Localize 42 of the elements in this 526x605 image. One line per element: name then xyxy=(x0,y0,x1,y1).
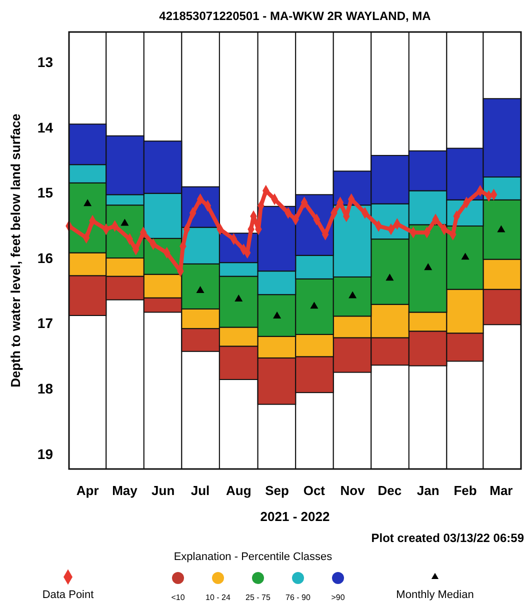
x-tick-label: Dec xyxy=(378,483,402,498)
point xyxy=(84,199,92,206)
x-tick-label: Oct xyxy=(303,483,326,498)
point xyxy=(461,252,470,260)
point xyxy=(273,312,282,318)
x-tick-label: Aug xyxy=(226,483,252,498)
point xyxy=(386,274,394,281)
point xyxy=(310,302,318,309)
point xyxy=(348,291,357,298)
point xyxy=(196,286,204,293)
x-tick-label: May xyxy=(112,483,138,498)
x-tick-label: Jan xyxy=(416,483,440,498)
y-tick-label: 18 xyxy=(37,380,54,397)
x-tick-label: Feb xyxy=(454,483,477,498)
x-tick-label: Jul xyxy=(190,483,210,498)
legend-title: Explanation - Percentile Classes xyxy=(174,551,333,563)
x-tick-label: Jun xyxy=(152,483,175,498)
y-tick-label: 13 xyxy=(37,54,54,70)
legend-label: 25 - 75 xyxy=(246,593,272,602)
chart-title: 421853071220501 - MA-WKW 2R WAYLAND, MA xyxy=(159,9,432,23)
y-tick-label: 17 xyxy=(37,315,54,332)
legend-label: >90 xyxy=(331,593,346,602)
y-tick-label: 19 xyxy=(37,446,54,462)
legend-label: <10 xyxy=(171,593,186,602)
y-tick-label: 15 xyxy=(37,184,54,201)
x-axis-title: 2021 - 2022 xyxy=(260,509,330,524)
text: Plot created 03/13/22 06:59 xyxy=(371,531,524,545)
y-tick-label: 16 xyxy=(37,250,54,266)
x-tick-label: Mar xyxy=(490,483,513,498)
legend-label: 10 - 24 xyxy=(206,593,232,602)
legend-label: 76 - 90 xyxy=(286,593,312,602)
x-tick-label: Nov xyxy=(340,483,366,498)
point xyxy=(497,225,506,232)
legend-label: Monthly Median xyxy=(396,589,474,601)
y-axis-title: Depth to water level, feet below land surface xyxy=(8,114,23,388)
point xyxy=(234,294,243,302)
x-tick-label: Apr xyxy=(76,483,99,498)
x-tick-label: Sep xyxy=(265,483,290,498)
legend-label: Data Point xyxy=(42,589,94,601)
point xyxy=(424,263,432,270)
point xyxy=(120,218,129,226)
y-tick-label: 14 xyxy=(37,119,54,136)
